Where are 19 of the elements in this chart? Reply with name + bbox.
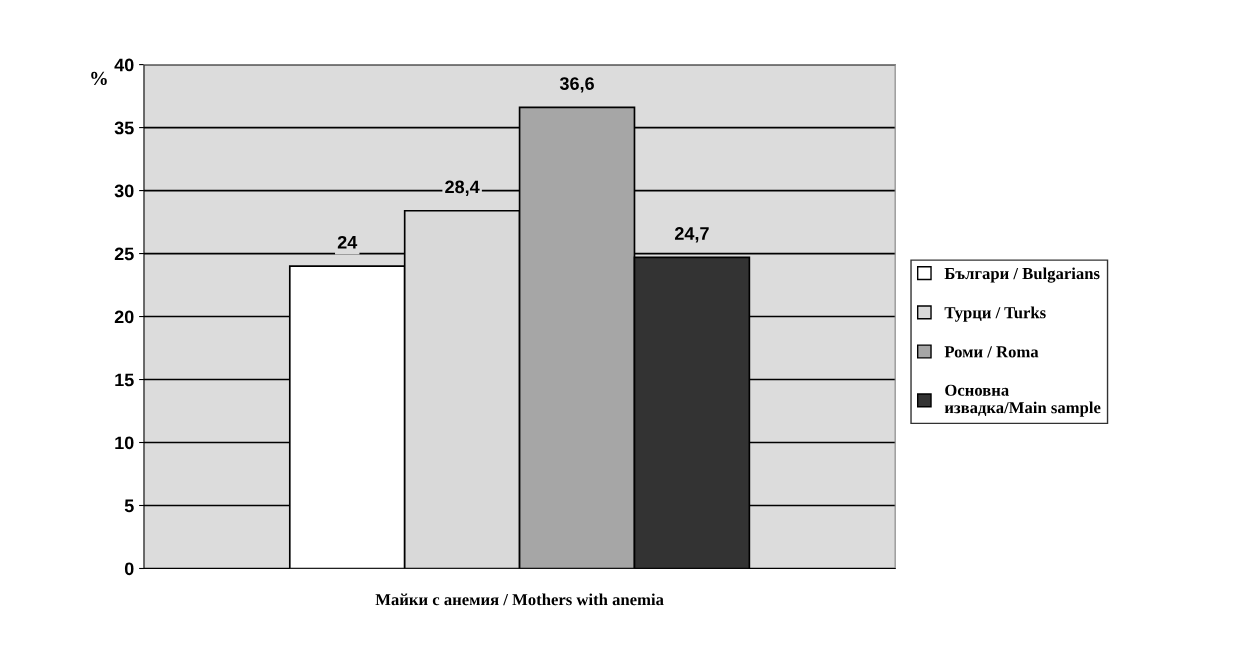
y-tick-label: 40 [114,58,134,72]
legend-label: Българи / Bulgarians [944,267,1100,283]
y-tick-label: 35 [114,121,134,135]
data-label: 36,6 [559,77,594,93]
data-label: 28,4 [445,180,480,196]
y-tick-label: 0 [124,562,134,576]
legend-label: Турци / Turks [944,306,1046,322]
legend-label: Основна извадка/Main sample [944,384,1101,417]
y-tick-label: 10 [115,436,134,450]
y-axis-title: % [91,71,107,86]
y-tick-label: 20 [114,310,134,324]
y-tick-label: 5 [124,499,134,513]
y-tick-label: 15 [115,373,134,387]
y-tick-label: 30 [114,184,134,198]
x-tick-label: Майки с анемия / Mothers with anemia [375,593,664,606]
data-label: 24 [337,235,358,249]
data-label: 24,7 [674,227,709,243]
legend-label: Роми / Roma [944,346,1039,358]
y-tick-label: 25 [114,247,134,261]
